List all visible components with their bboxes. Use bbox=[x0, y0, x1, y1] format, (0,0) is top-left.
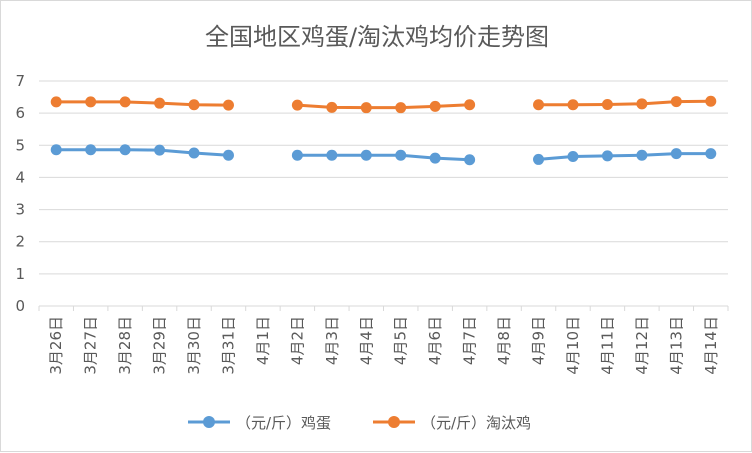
data-point bbox=[326, 101, 338, 113]
x-tick-label: 3月28日 bbox=[116, 316, 134, 375]
data-point bbox=[188, 147, 200, 159]
data-point bbox=[291, 99, 303, 111]
series-1 bbox=[50, 95, 717, 114]
series-line bbox=[56, 148, 711, 162]
x-tick-label: 3月26日 bbox=[47, 316, 65, 375]
legend: （元/斤）鸡蛋 （元/斤）淘汰鸡 bbox=[188, 414, 531, 432]
data-point bbox=[222, 99, 234, 111]
x-tick-label: 4月12日 bbox=[633, 316, 651, 375]
data-point bbox=[85, 96, 97, 108]
data-point bbox=[705, 95, 717, 107]
x-tick-label: 4月10日 bbox=[564, 316, 582, 375]
data-point bbox=[50, 96, 62, 108]
data-point bbox=[429, 152, 441, 164]
y-tick-label: 1 bbox=[15, 265, 25, 283]
data-point bbox=[360, 149, 372, 161]
y-tick-label: 5 bbox=[15, 136, 25, 154]
legend-egg-label: （元/斤）鸡蛋 bbox=[236, 414, 331, 432]
data-point bbox=[222, 149, 234, 161]
y-tick-label: 2 bbox=[15, 233, 25, 251]
x-tick-label: 4月14日 bbox=[702, 316, 720, 375]
data-point bbox=[464, 99, 476, 111]
data-point bbox=[119, 144, 131, 156]
x-tick-label: 3月27日 bbox=[82, 316, 100, 375]
x-tick-label: 4月8日 bbox=[495, 316, 513, 365]
data-point bbox=[395, 102, 407, 114]
x-tick-label: 4月5日 bbox=[392, 316, 410, 365]
data-point bbox=[601, 98, 613, 110]
x-tick-label: 4月7日 bbox=[461, 316, 479, 365]
x-tick-label: 4月11日 bbox=[598, 316, 616, 375]
x-axis-ticks: 3月26日 3月27日 3月28日 3月29日 3月30日 3月31日 4月1日 4月2日 4月… bbox=[47, 316, 720, 375]
data-point bbox=[50, 144, 62, 156]
data-point bbox=[429, 100, 441, 112]
series-line bbox=[56, 99, 711, 110]
x-tick-label: 3月30日 bbox=[185, 316, 203, 375]
legend-item-egg: （元/斤）鸡蛋 bbox=[188, 414, 331, 432]
x-tick-label: 3月29日 bbox=[151, 316, 169, 375]
gridlines bbox=[38, 80, 729, 311]
data-point bbox=[533, 99, 545, 111]
chart-title: 全国地区鸡蛋/淘汰鸡均价走势图 bbox=[205, 23, 549, 51]
data-point bbox=[705, 148, 717, 160]
data-point bbox=[567, 99, 579, 111]
data-point bbox=[636, 149, 648, 161]
data-point bbox=[533, 153, 545, 165]
data-point bbox=[119, 96, 131, 108]
y-axis-ticks: 0 1 2 3 4 5 6 7 bbox=[15, 72, 25, 315]
x-tick-label: 4月1日 bbox=[254, 316, 272, 365]
series-layer bbox=[50, 95, 717, 166]
data-point bbox=[567, 151, 579, 163]
y-tick-label: 3 bbox=[15, 201, 25, 219]
series-0 bbox=[50, 144, 717, 166]
y-tick-label: 0 bbox=[15, 297, 25, 315]
x-tick-label: 4月4日 bbox=[357, 316, 375, 365]
data-point bbox=[291, 149, 303, 161]
data-point bbox=[326, 149, 338, 161]
data-point bbox=[636, 98, 648, 110]
y-tick-label: 4 bbox=[15, 168, 25, 186]
x-tick-label: 3月31日 bbox=[219, 316, 237, 375]
y-tick-label: 7 bbox=[15, 72, 25, 90]
legend-culled-hen-marker bbox=[388, 416, 400, 428]
legend-item-culled-hen: （元/斤）淘汰鸡 bbox=[373, 414, 531, 432]
data-point bbox=[360, 102, 372, 114]
x-tick-label: 4月9日 bbox=[530, 316, 548, 365]
y-tick-label: 6 bbox=[15, 104, 25, 122]
data-point bbox=[85, 144, 97, 156]
legend-culled-hen-label: （元/斤）淘汰鸡 bbox=[421, 414, 531, 432]
x-tick-label: 4月13日 bbox=[667, 316, 685, 375]
data-point bbox=[154, 144, 166, 156]
data-point bbox=[154, 97, 166, 109]
data-point bbox=[395, 149, 407, 161]
data-point bbox=[188, 99, 200, 111]
data-point bbox=[670, 96, 682, 108]
legend-egg-marker bbox=[203, 416, 215, 428]
data-point bbox=[464, 154, 476, 166]
x-tick-label: 4月6日 bbox=[426, 316, 444, 365]
data-point bbox=[601, 150, 613, 162]
data-point bbox=[670, 148, 682, 160]
x-tick-label: 4月2日 bbox=[288, 316, 306, 365]
x-tick-label: 4月3日 bbox=[323, 316, 341, 365]
